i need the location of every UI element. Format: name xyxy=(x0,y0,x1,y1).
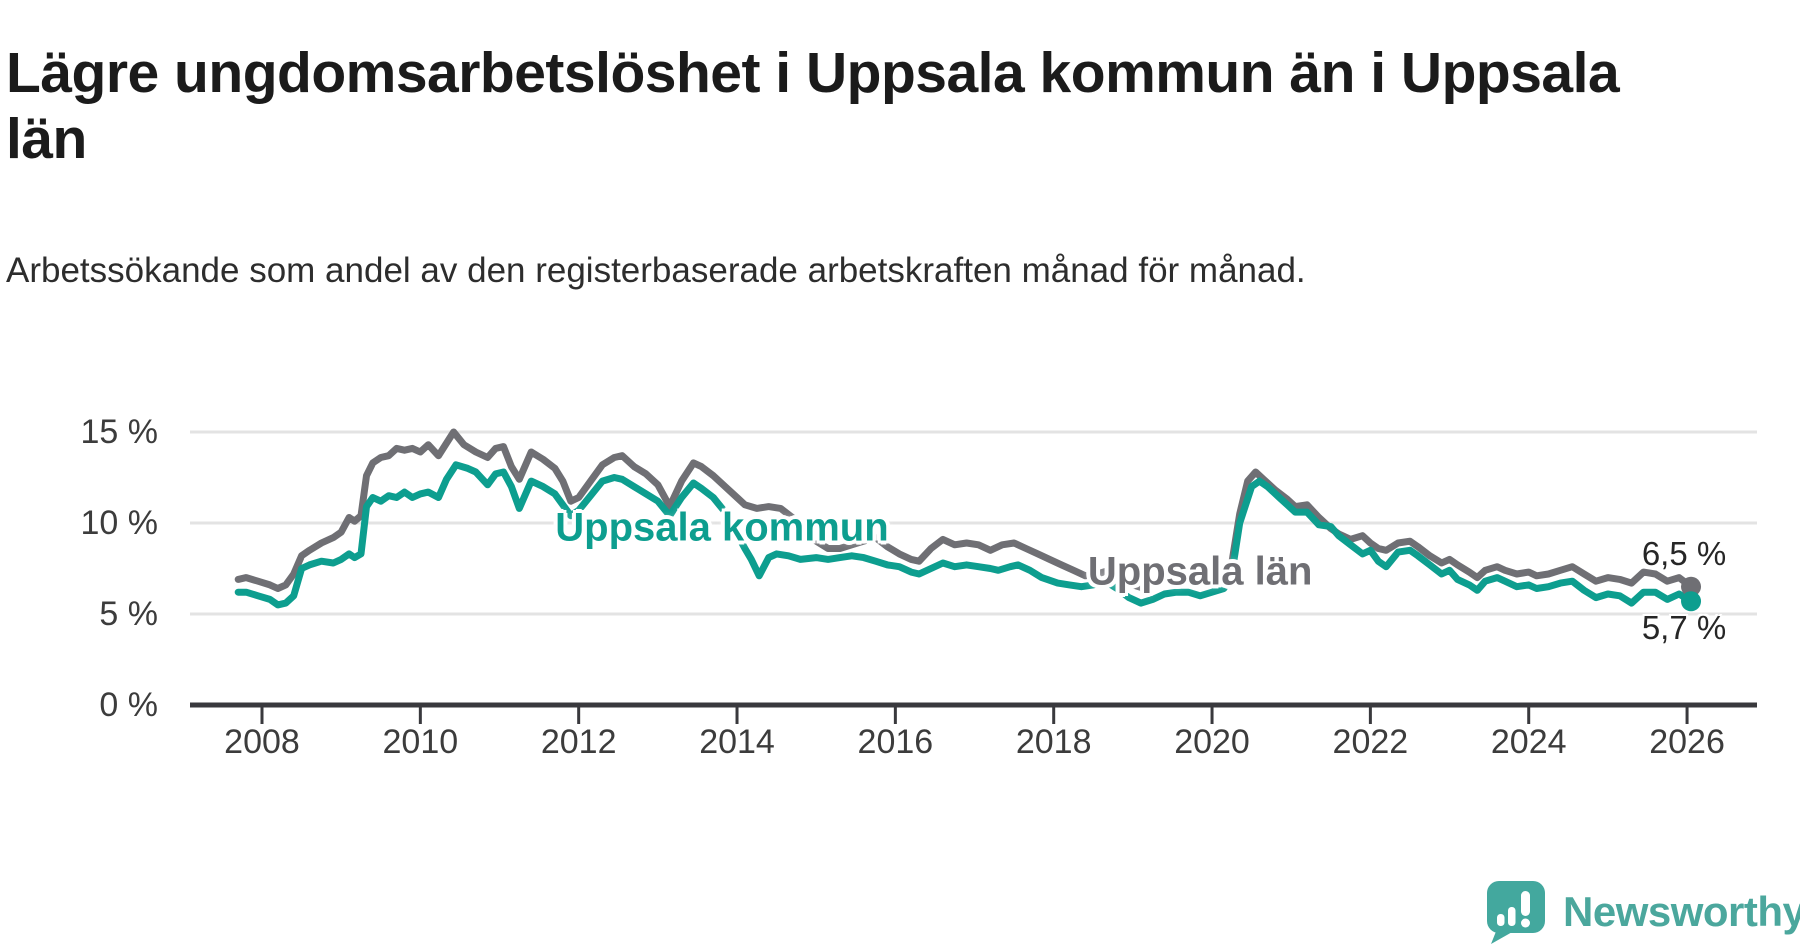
x-tick-label-2016: 2016 xyxy=(857,723,934,761)
series-line-uppsala-lan xyxy=(234,428,1695,592)
x-tick-label-2012: 2012 xyxy=(540,723,617,761)
x-tick-label-2008: 2008 xyxy=(224,723,300,761)
newsworthy-wordmark: Newsworthy xyxy=(1563,888,1800,935)
end-value-label-uppsala-lan: 6,5 % xyxy=(1641,534,1727,572)
series-label-uppsala-lan: Uppsala län xyxy=(1087,549,1313,594)
end-point-marker-uppsala-kommun xyxy=(1681,591,1702,612)
series-label-uppsala-kommun: Uppsala kommun xyxy=(555,505,889,550)
newsworthy-speech-bubble-chart-icon xyxy=(1487,881,1545,944)
x-tick-label-2026: 2026 xyxy=(1649,723,1725,761)
end-value-label-uppsala-kommun: 5,7 % xyxy=(1641,609,1727,647)
x-tick-label-2014: 2014 xyxy=(699,723,775,761)
x-tick-label-2024: 2024 xyxy=(1490,723,1567,761)
newsworthy-logo: Newsworthy xyxy=(1484,878,1800,946)
x-tick-label-2022: 2022 xyxy=(1332,723,1409,761)
x-tick-label-2018: 2018 xyxy=(1015,723,1092,761)
y-tick-label-0: 0 % xyxy=(99,686,158,724)
x-tick-label-2020: 2020 xyxy=(1174,723,1250,761)
chart-subtitle: Arbetssökande som andel av den registerb… xyxy=(6,251,1306,290)
chart-title: Lägre ungdomsarbetslöshet i Uppsala komm… xyxy=(6,41,1620,172)
y-tick-label-10: 10 % xyxy=(80,504,159,542)
end-point-marker-uppsala-lan xyxy=(1681,576,1702,597)
x-tick-label-2010: 2010 xyxy=(382,723,459,761)
y-tick-label-5: 5 % xyxy=(99,595,158,633)
series-line-uppsala-kommun xyxy=(234,461,1695,609)
y-tick-label-15: 15 % xyxy=(80,413,159,451)
